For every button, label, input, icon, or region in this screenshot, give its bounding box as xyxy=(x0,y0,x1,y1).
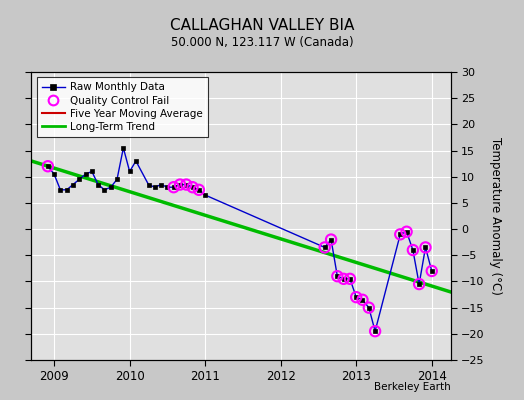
Point xyxy=(43,163,52,170)
Point xyxy=(333,273,342,280)
Point xyxy=(188,184,196,190)
Point xyxy=(396,231,405,238)
Point xyxy=(195,187,203,193)
Point xyxy=(340,276,348,282)
Point xyxy=(428,268,436,274)
Point xyxy=(176,181,184,188)
Legend: Raw Monthly Data, Quality Control Fail, Five Year Moving Average, Long-Term Tren: Raw Monthly Data, Quality Control Fail, … xyxy=(37,77,208,137)
Text: Berkeley Earth: Berkeley Earth xyxy=(374,382,451,392)
Point xyxy=(169,184,178,190)
Point xyxy=(352,294,361,300)
Point xyxy=(371,328,379,334)
Point xyxy=(402,228,411,235)
Point xyxy=(321,244,329,251)
Point xyxy=(358,296,367,303)
Text: CALLAGHAN VALLEY BIA: CALLAGHAN VALLEY BIA xyxy=(170,18,354,33)
Point xyxy=(182,181,190,188)
Point xyxy=(421,244,430,251)
Point xyxy=(409,247,417,253)
Text: 50.000 N, 123.117 W (Canada): 50.000 N, 123.117 W (Canada) xyxy=(171,36,353,49)
Y-axis label: Temperature Anomaly (°C): Temperature Anomaly (°C) xyxy=(489,137,501,295)
Point xyxy=(327,236,335,243)
Point xyxy=(346,276,354,282)
Point xyxy=(365,304,373,311)
Point xyxy=(415,281,423,287)
